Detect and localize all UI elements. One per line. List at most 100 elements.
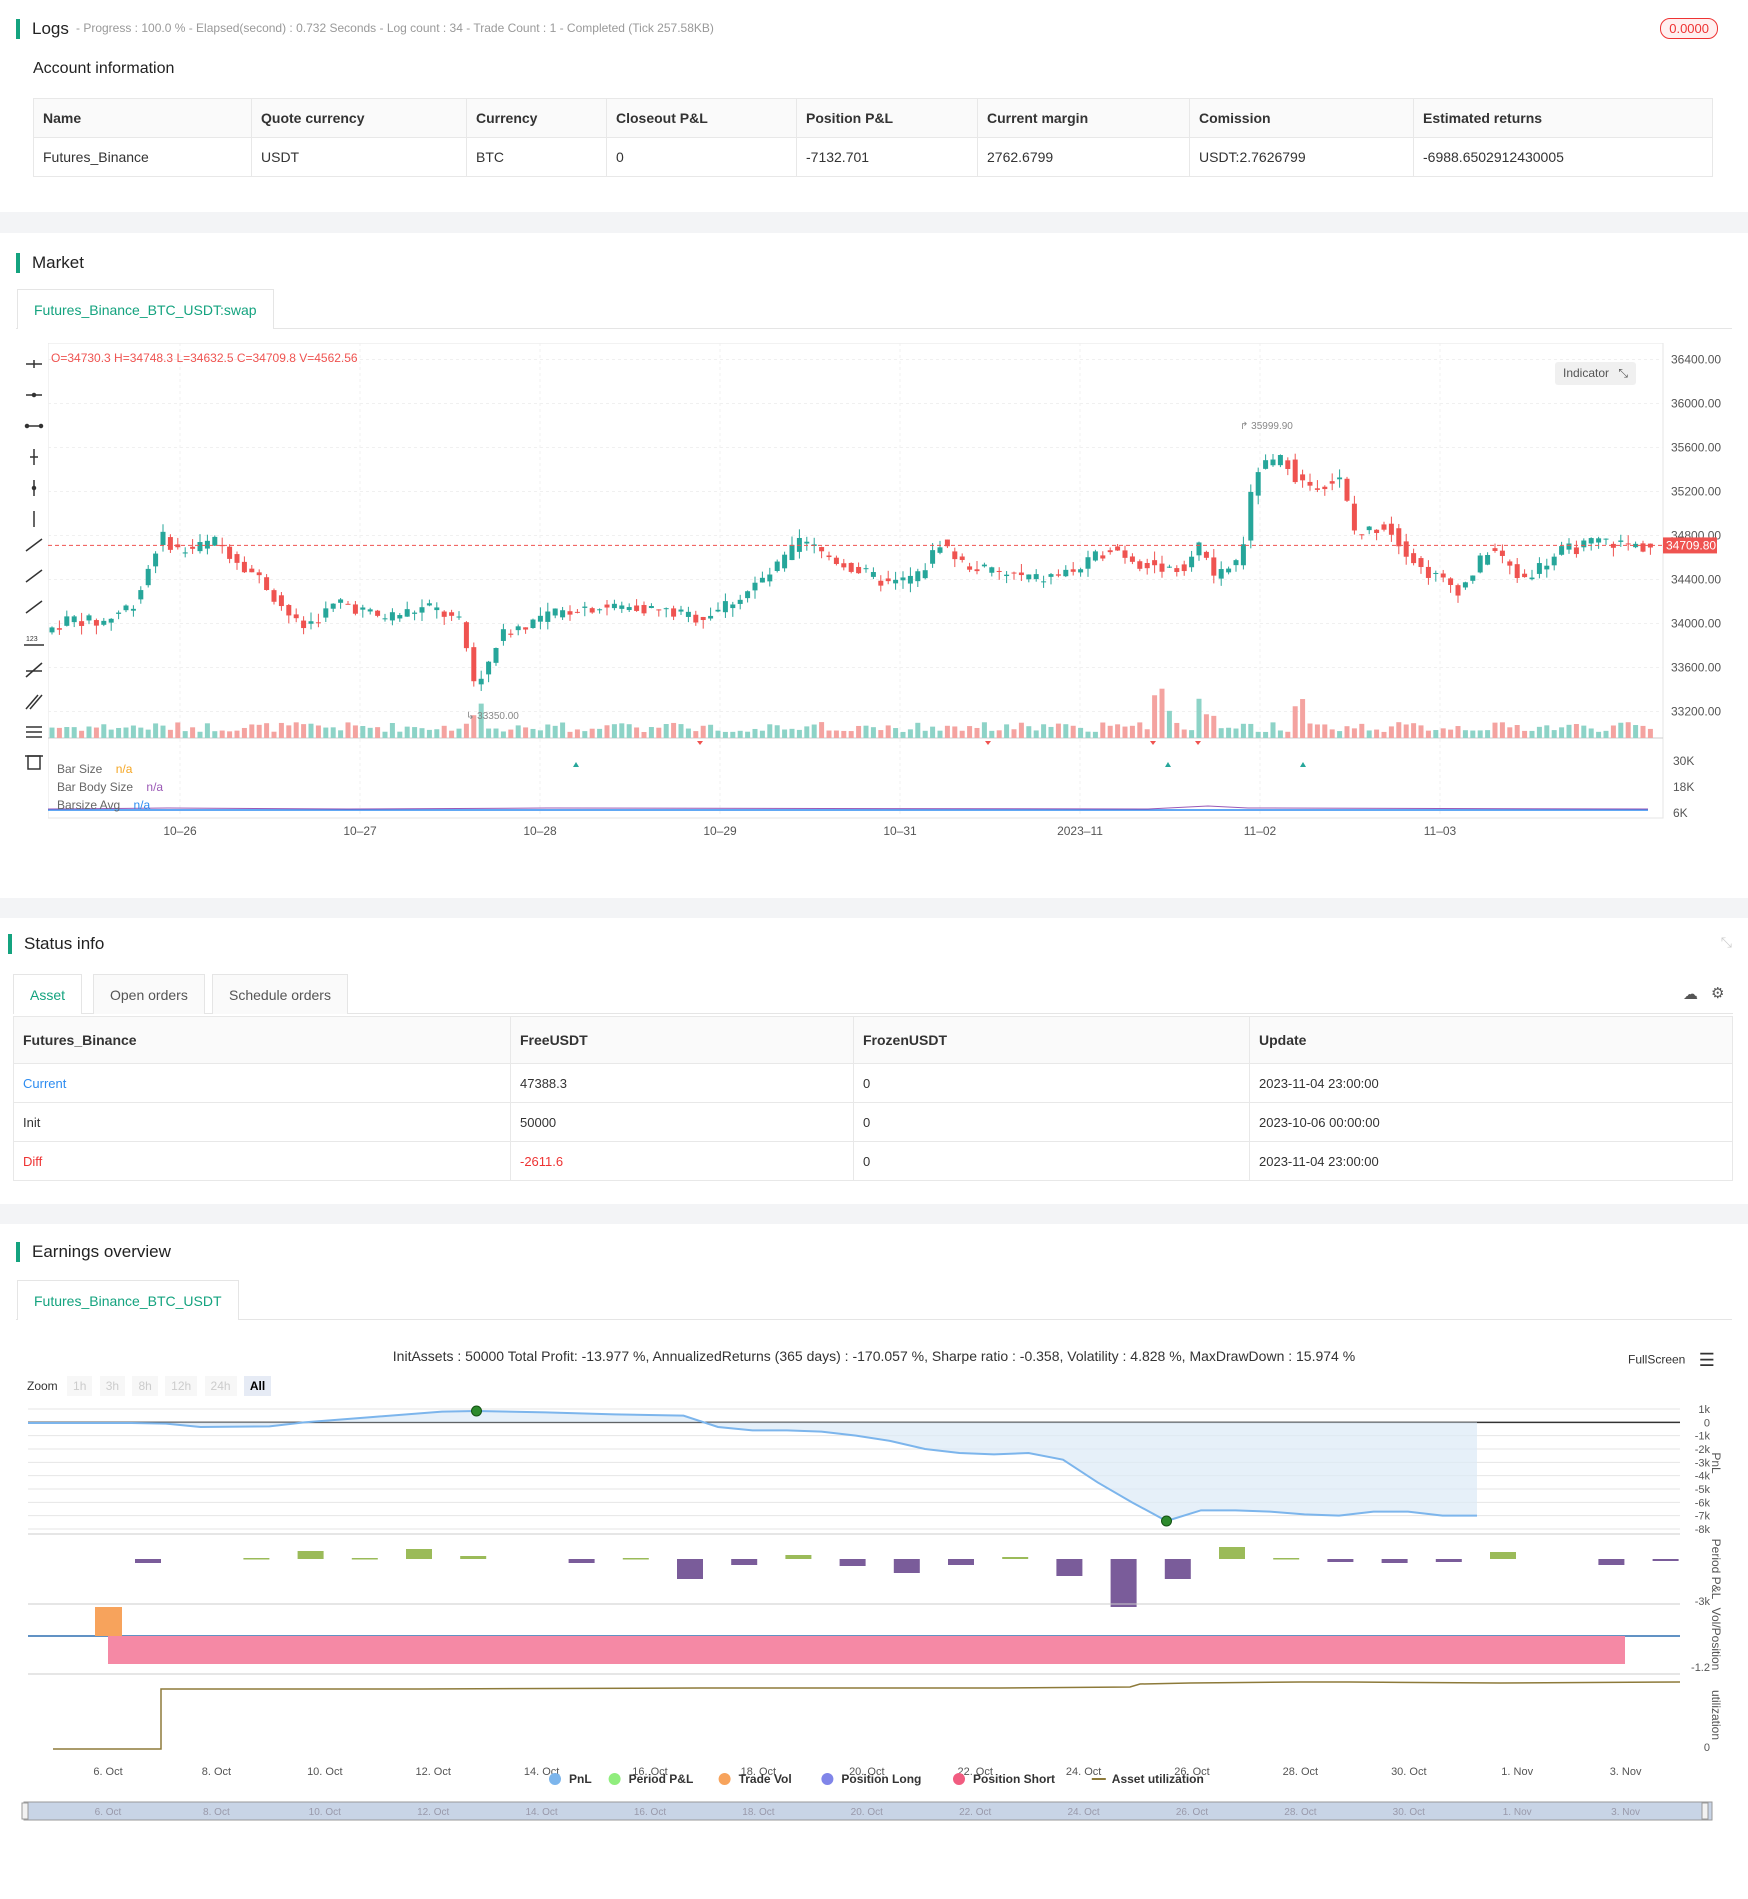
candle-body bbox=[848, 562, 854, 572]
x-tick-label: 10–26 bbox=[163, 824, 197, 838]
volume-bar bbox=[1218, 728, 1224, 738]
candle-body bbox=[375, 610, 381, 616]
candle-body bbox=[1314, 488, 1320, 490]
candle-body bbox=[722, 601, 728, 613]
candle-body bbox=[64, 616, 70, 626]
signal-marker bbox=[1300, 762, 1306, 767]
zoom-all[interactable]: All bbox=[243, 1376, 272, 1396]
volume-bar bbox=[190, 727, 196, 738]
zoom-3h[interactable]: 3h bbox=[99, 1376, 126, 1396]
candle-body bbox=[227, 546, 233, 559]
tab-schedule-orders[interactable]: Schedule orders bbox=[212, 974, 348, 1014]
volume-bar bbox=[1255, 731, 1261, 738]
earnings-chart[interactable]: 1k0-1k-2k-3k-4k-5k-6k-7k-8k-3k-1.20PnLPe… bbox=[0, 1399, 1748, 1899]
candle-body bbox=[1078, 569, 1084, 573]
volume-bar bbox=[1418, 725, 1424, 738]
candle-body bbox=[1307, 481, 1313, 486]
navigator-tick: 12. Oct bbox=[417, 1807, 449, 1818]
legend-label: PnL bbox=[569, 1772, 592, 1786]
candle-body bbox=[959, 556, 965, 560]
y-tick-label: 33600.00 bbox=[1671, 661, 1721, 675]
candle-body bbox=[389, 612, 395, 621]
candle-body bbox=[1233, 560, 1239, 566]
tab-market-symbol[interactable]: Futures_Binance_BTC_USDT:swap bbox=[17, 289, 274, 329]
signal-marker bbox=[1195, 741, 1201, 745]
candle-body bbox=[1018, 572, 1024, 576]
candle-body bbox=[700, 616, 706, 621]
volume-bar bbox=[1477, 730, 1483, 738]
logs-section: Logs - Progress : 100.0 % - Elapsed(seco… bbox=[0, 0, 1748, 212]
indicator-button[interactable]: Indicator ⤡ bbox=[1555, 362, 1636, 385]
menu-icon[interactable]: ☰ bbox=[1698, 1350, 1715, 1370]
candle-body bbox=[996, 570, 1002, 572]
period-bar bbox=[1002, 1557, 1029, 1559]
axis-title: PnL bbox=[1709, 1452, 1723, 1474]
fullscreen-button[interactable]: FullScreen ☰ bbox=[1628, 1350, 1715, 1371]
candle-body bbox=[1218, 569, 1224, 579]
candle-body bbox=[1588, 538, 1594, 544]
volume-bar bbox=[1115, 724, 1121, 738]
max-point bbox=[471, 1405, 482, 1417]
period-bar bbox=[1652, 1559, 1679, 1561]
candle-body bbox=[730, 604, 736, 609]
candle-body bbox=[1152, 560, 1158, 566]
tab-asset[interactable]: Asset bbox=[13, 974, 83, 1014]
volume-group bbox=[49, 688, 1653, 738]
volume-bar bbox=[759, 730, 765, 738]
volume-bar bbox=[426, 729, 432, 738]
legend-marker bbox=[549, 1773, 561, 1785]
util-tick: 0 bbox=[1704, 1742, 1710, 1754]
candle-body bbox=[1618, 540, 1624, 542]
candle-body bbox=[234, 554, 240, 563]
y-tick-label: 33200.00 bbox=[1671, 705, 1721, 719]
candle-body bbox=[167, 537, 173, 550]
candle-body bbox=[967, 566, 973, 570]
cloud-download-icon[interactable]: ☁ bbox=[1683, 986, 1698, 1003]
candle-body bbox=[922, 570, 928, 579]
volume-bar bbox=[241, 727, 247, 738]
candle-body bbox=[589, 608, 595, 613]
asset-cell: Diff bbox=[13, 1141, 511, 1181]
candle-body bbox=[634, 605, 640, 611]
account-header: Closeout P&L bbox=[606, 98, 797, 138]
volume-bar bbox=[1329, 729, 1335, 738]
zoom-8h[interactable]: 8h bbox=[132, 1376, 158, 1396]
legend-barsize-avg: Barsize Avg n/a bbox=[57, 798, 151, 812]
candle-body bbox=[1048, 574, 1054, 577]
tab-earnings-symbol[interactable]: Futures_Binance_BTC_USDT bbox=[17, 1280, 239, 1320]
volume-bar bbox=[811, 724, 817, 738]
collapse-icon[interactable]: ⤡ bbox=[1720, 934, 1732, 950]
legend-value: n/a bbox=[115, 762, 133, 776]
candle-body bbox=[974, 569, 980, 572]
x-tick-label: 3. Nov bbox=[1610, 1766, 1642, 1778]
candle-body bbox=[382, 618, 388, 620]
volume-bar bbox=[1137, 722, 1143, 738]
candle-body bbox=[841, 563, 847, 568]
account-cell: 2762.6799 bbox=[977, 137, 1190, 177]
volume-bar bbox=[160, 725, 166, 738]
account-header: Estimated returns bbox=[1413, 98, 1713, 138]
volume-bar bbox=[352, 725, 358, 738]
candle-body bbox=[404, 609, 410, 617]
candle-body bbox=[360, 607, 366, 610]
market-chart[interactable]: 36400.0036000.0035600.0035200.0034800.00… bbox=[48, 343, 1748, 873]
x-tick-label: 14. Oct bbox=[524, 1766, 559, 1778]
legend-label: Asset utilization bbox=[1112, 1772, 1204, 1786]
candle-body bbox=[426, 603, 432, 606]
tab-open-orders[interactable]: Open orders bbox=[93, 974, 205, 1014]
zoom-24h[interactable]: 24h bbox=[204, 1376, 237, 1396]
volume-bar bbox=[878, 730, 884, 738]
settings-icon[interactable]: ⚙ bbox=[1711, 985, 1725, 1002]
volume-bar bbox=[1285, 731, 1291, 738]
zoom-1h[interactable]: 1h bbox=[67, 1376, 93, 1396]
volume-bar bbox=[286, 725, 292, 738]
drawing-tools-icons[interactable]: 123 bbox=[20, 351, 48, 771]
candle-body bbox=[190, 546, 196, 549]
zoom-12h[interactable]: 12h bbox=[165, 1376, 198, 1396]
volume-bar bbox=[56, 727, 62, 738]
volume-bar bbox=[1248, 723, 1254, 738]
earnings-summary: InitAssets : 50000 Total Profit: -13.977… bbox=[392, 1348, 1356, 1364]
x-tick-label: 10–31 bbox=[883, 824, 917, 838]
legend-bar-body: Bar Body Size n/a bbox=[57, 780, 164, 794]
asset-cell: 0 bbox=[853, 1141, 1250, 1181]
